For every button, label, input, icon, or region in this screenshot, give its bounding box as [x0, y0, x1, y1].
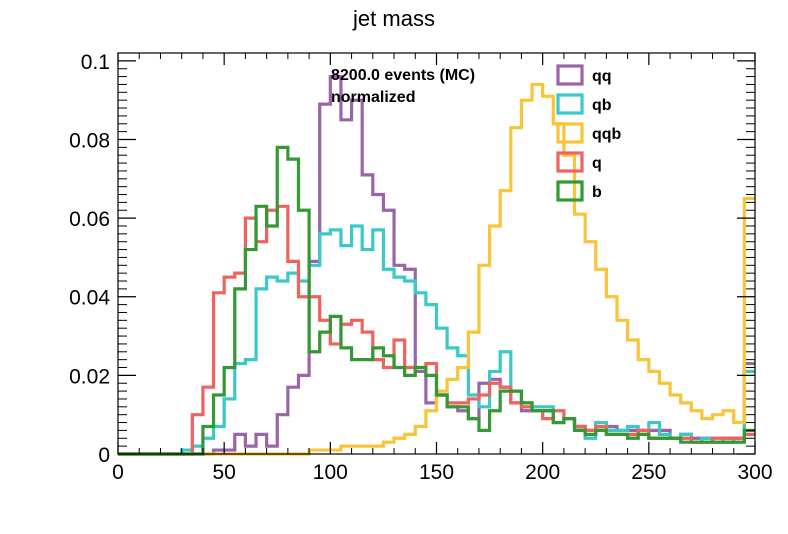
legend-swatch-qb [556, 93, 584, 115]
series-line-b [118, 145, 755, 456]
annotation-events: 8200.0 events (MC) [331, 67, 475, 84]
series-line-qb [118, 224, 755, 456]
x-tick-label: 100 [313, 461, 348, 484]
x-tick-label: 150 [419, 461, 454, 484]
legend-label-qq: qq [592, 68, 612, 85]
x-tick-label: 200 [525, 461, 560, 484]
y-tick-label: 0.1 [81, 51, 110, 74]
axis-layer: 0 50 100 150 200 250 300 0 0.02 0.04 0.06 0.08 0.1 [69, 51, 772, 484]
legend-label-qqb: qqb [592, 126, 622, 143]
legend-swatch-q [556, 151, 584, 173]
legend-label-qb: qb [592, 97, 612, 114]
x-tick-label: 50 [212, 461, 235, 484]
chart-title: jet mass [352, 6, 435, 31]
x-tick-label: 0 [112, 461, 124, 484]
legend-swatch-qq [556, 64, 584, 86]
series-layer [118, 74, 755, 456]
legend-label-b: b [592, 184, 602, 201]
x-tick-label: 300 [737, 461, 772, 484]
y-tick-label: 0.04 [69, 287, 110, 310]
y-tick-label: 0 [98, 444, 110, 467]
y-tick-label: 0.06 [69, 208, 110, 231]
x-tick-label: 250 [631, 461, 666, 484]
y-tick-label: 0.02 [69, 365, 110, 388]
annotation-normalized: normalized [331, 89, 415, 106]
legend-swatch-qqb [556, 122, 584, 144]
legend-swatch-b [556, 180, 584, 202]
legend-label-q: q [592, 155, 602, 172]
y-tick-label: 0.08 [69, 129, 110, 152]
